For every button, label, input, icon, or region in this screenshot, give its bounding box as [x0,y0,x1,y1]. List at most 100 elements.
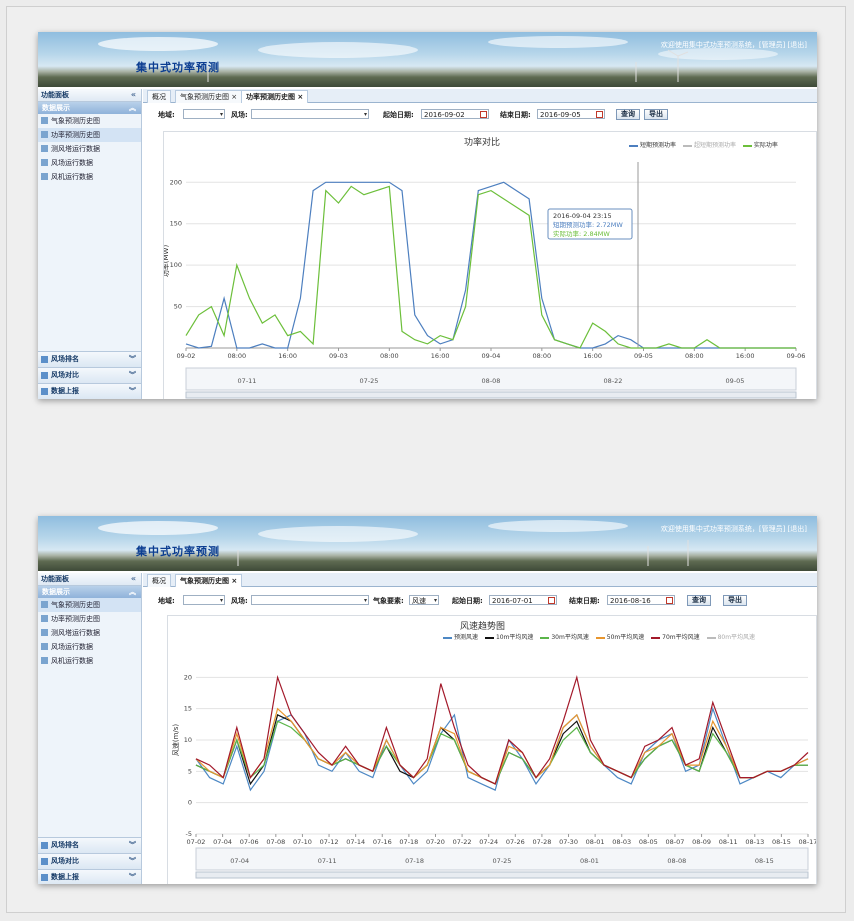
start-date-input[interactable]: 2016-09-02 [421,109,489,119]
start-date-input[interactable]: 2016-07-01 [489,595,557,605]
sidebar-item-report[interactable]: 数据上报 ︾ [38,383,141,399]
calendar-icon[interactable] [596,111,603,118]
legend-item[interactable]: 50m平均风速 [606,634,645,641]
end-date-input[interactable]: 2016-08-16 [607,595,675,605]
legend-item[interactable]: 实际功率 [753,142,778,149]
sidebar-section-data[interactable]: 数据展示 ︽ [38,102,141,114]
chart-panel: 功率对比 短期预测功率 超短期预测功率 实际功率 50 100 150 200 功率(M… [163,131,817,399]
sidebar-item-compare[interactable]: 风场对比 ︾ [38,853,141,869]
tab-weather[interactable]: 气象预测历史图 × [175,574,243,587]
tab-weather[interactable]: 气象预测历史图 × [175,90,243,103]
sidebar-item-farm[interactable]: 风场运行数据 [38,156,141,170]
tab-bar: 概况 气象预测历史图 × [143,573,817,587]
element-select[interactable]: 风速 ▾ [409,595,439,605]
x-tick-label: 08-15 [772,838,791,846]
calendar-icon[interactable] [548,597,555,604]
chart-icon [41,615,48,622]
wind-chart[interactable]: -5 0 5 10 15 20 风速(m/s) 07-02 07-04 07-06 07-08 07-… [168,616,816,884]
y-axis-label: 风速(m/s) [172,724,180,757]
sidebar-item-ranking[interactable]: 风场排名 ︾ [38,837,141,853]
legend-item[interactable]: 70m平均风速 [662,634,700,641]
app-banner: 集中式功率预测 欢迎使用集中式功率预测系统，[管理员] [退出] [38,32,817,87]
x-tick-label: 07-06 [240,838,259,846]
series-line [195,720,808,785]
x-tick-label: 07-10 [293,838,312,846]
chevron-up-icon: ︽ [129,588,136,596]
chart-icon [41,629,48,636]
x-tick-label: 08-05 [639,838,658,846]
welcome-text[interactable]: 欢迎使用集中式功率预测系统，[管理员] [退出] [660,525,807,533]
navigator-tick-label: 08-22 [604,377,623,385]
x-tick-label: 08:00 [227,352,246,360]
sidebar-item-weather[interactable]: 气象预测历史图 [38,114,141,128]
power-chart[interactable]: 50 100 150 200 功率(MW) 09-02 08:00 16:00 09-03 08:… [164,132,816,399]
chevron-down-icon: ▾ [433,597,437,604]
tab-overview[interactable]: 概况 [147,574,171,587]
legend-item[interactable]: 短期预测功率 [640,142,677,149]
legend-item[interactable]: 10m平均风速 [495,634,534,641]
scrollbar [195,871,809,879]
query-button[interactable]: 查询 [616,109,640,120]
calendar-icon[interactable] [666,597,673,604]
sidebar-item-mast[interactable]: 测风塔运行数据 [38,626,141,640]
sidebar: 功能面板 « 数据展示 ︽ 气象预测历史图 功率预测历史图 测风塔运行数据 风场运行… [38,573,142,884]
collapse-icon[interactable]: « [130,574,136,583]
sidebar-item-report[interactable]: 数据上报 ︾ [38,869,141,884]
sidebar-section-data[interactable]: 数据展示 ︽ [38,586,141,598]
banner-landscape [98,36,778,82]
sidebar-item-compare[interactable]: 风场对比 ︾ [38,367,141,383]
tab-power[interactable]: 功率预测历史图 × [241,90,309,103]
x-tick-label: 16:00 [431,352,450,360]
y-tick-label: -5 [186,830,192,838]
legend-item[interactable]: 超短期预测功率 [693,142,736,149]
region-select[interactable]: ▾ [183,595,225,605]
sidebar-item-power[interactable]: 功率预测历史图 [38,612,141,626]
sidebar-bottom: 风场排名 ︾ 风场对比 ︾ 数据上报 ︾ [38,837,141,884]
x-tick-label: 16:00 [278,352,297,360]
chevron-up-icon: ︽ [129,104,136,112]
farm-select[interactable]: ▾ [251,109,369,119]
screenshot-weather-history: 集中式功率预测 欢迎使用集中式功率预测系统，[管理员] [退出] 功能面板 « 数… [38,516,817,884]
y-tick-label: 5 [188,767,192,775]
x-tick-label: 08-13 [745,838,764,846]
tooltip-box [547,208,633,240]
chevron-down-icon: ︾ [129,857,136,865]
y-tick-label: 15 [184,705,192,713]
query-button[interactable]: 查询 [687,595,711,606]
list-icon [41,372,48,379]
sidebar-item-turbine[interactable]: 风机运行数据 [38,654,141,668]
x-tick-label: 07-24 [479,838,498,846]
sidebar-panel-title: 功能面板 « [38,89,141,102]
sidebar-item-farm[interactable]: 风场运行数据 [38,640,141,654]
sidebar-item-ranking[interactable]: 风场排名 ︾ [38,351,141,367]
main-area: 概况 气象预测历史图 × 功率预测历史图 × 地域: ▾ 风场: ▾ 起始日期:… [143,89,817,399]
x-tick-label: 16:00 [583,352,602,360]
farm-select[interactable]: ▾ [251,595,369,605]
list-icon [41,842,48,849]
export-button[interactable]: 导出 [723,595,747,606]
series-line [195,714,808,786]
legend-item[interactable]: 30m平均风速 [551,634,589,641]
navigator [195,847,809,871]
sidebar-item-turbine[interactable]: 风机运行数据 [38,170,141,184]
app-title: 集中式功率预测 [136,61,220,74]
region-select[interactable]: ▾ [183,109,225,119]
export-button[interactable]: 导出 [644,109,668,120]
legend-item[interactable]: 80m平均风速 [717,634,756,641]
sidebar-panel-title: 功能面板 « [38,573,141,586]
chevron-down-icon: ︾ [129,371,136,379]
welcome-text[interactable]: 欢迎使用集中式功率预测系统，[管理员] [退出] [660,41,807,49]
sidebar-item-power[interactable]: 功率预测历史图 [38,128,141,142]
sidebar-item-weather[interactable]: 气象预测历史图 [38,598,141,612]
calendar-icon[interactable] [480,111,487,118]
navigator-tick-label: 07-11 [318,857,337,865]
sidebar-item-mast[interactable]: 测风塔运行数据 [38,142,141,156]
y-tick-label: 0 [188,799,192,807]
legend-item[interactable]: 预测风速 [454,634,479,641]
tab-overview[interactable]: 概况 [147,90,171,103]
chevron-down-icon: ▾ [363,111,367,118]
end-date-input[interactable]: 2016-09-05 [537,109,605,119]
navigator-tick-label: 07-25 [360,377,379,385]
x-tick-label: 07-08 [266,838,285,846]
collapse-icon[interactable]: « [130,90,136,99]
